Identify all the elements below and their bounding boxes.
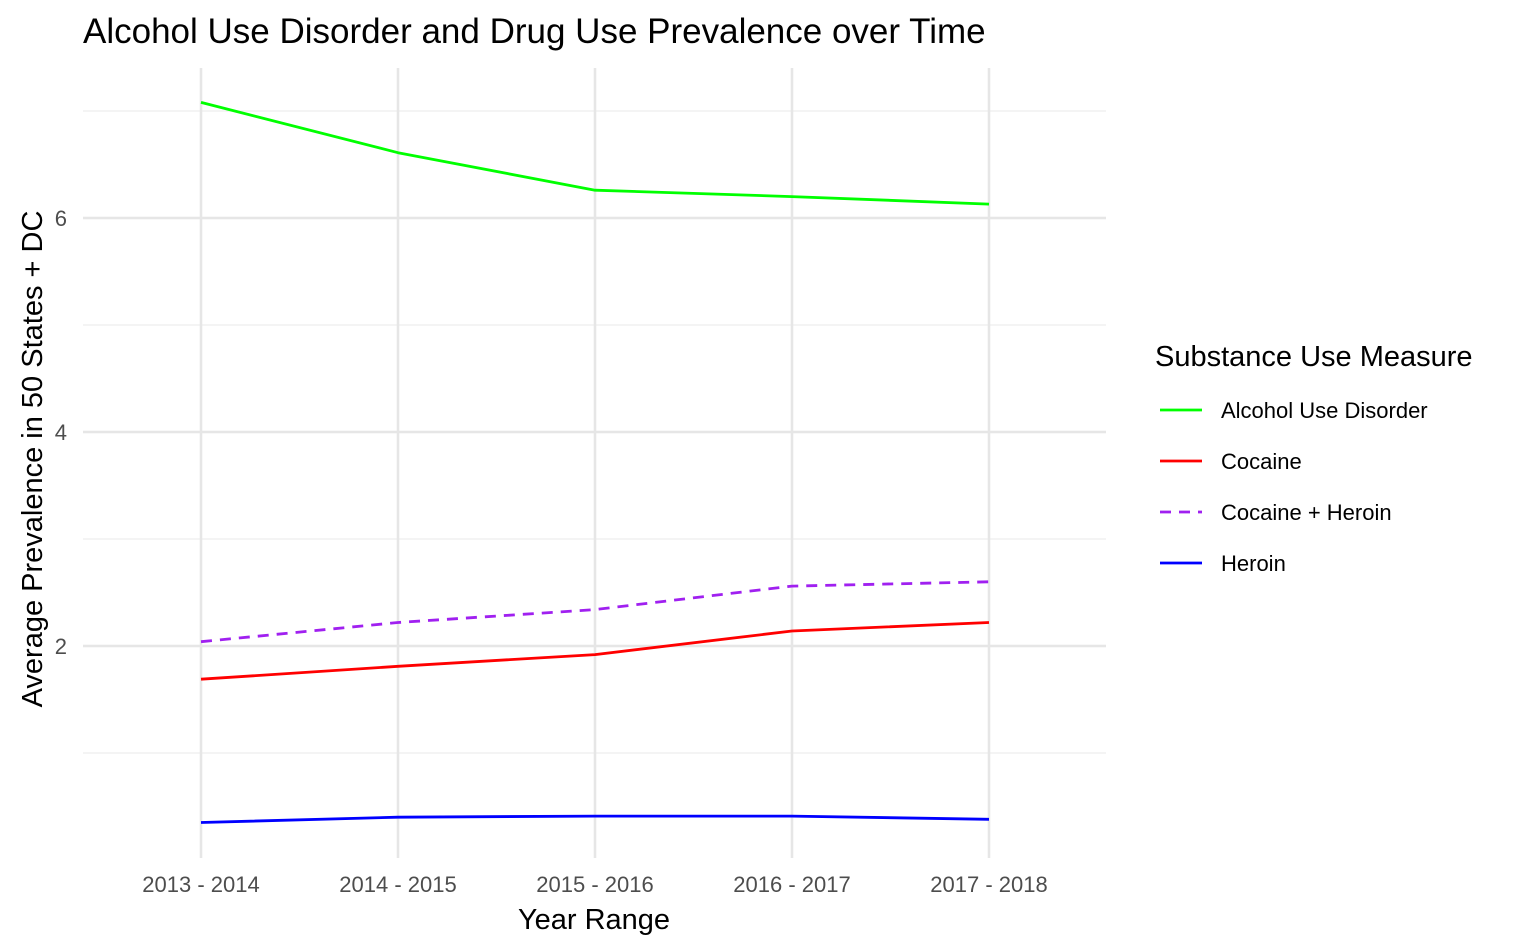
x-tick-label: 2017 - 2018 — [930, 872, 1047, 897]
y-axis-title: Average Prevalence in 50 States + DC — [17, 211, 49, 708]
x-axis-ticks: 2013 - 2014 2014 - 2015 2015 - 2016 2016 - … — [142, 872, 1047, 897]
y-axis-ticks: 2 4 6 — [55, 206, 67, 659]
y-tick-label: 6 — [55, 206, 67, 231]
series-lines — [200, 101, 990, 824]
legend-title: Substance Use Measure — [1155, 341, 1473, 373]
series-line-heroin — [200, 814, 990, 824]
x-tick-label: 2016 - 2017 — [733, 872, 850, 897]
series-line-alcohol-use-disorder — [200, 101, 990, 206]
x-tick-label: 2015 - 2016 — [536, 872, 653, 897]
x-axis-title: Year Range — [518, 904, 670, 936]
x-tick-label: 2014 - 2015 — [339, 872, 456, 897]
legend-label: Cocaine — [1221, 449, 1302, 474]
grid — [83, 68, 1106, 858]
y-tick-label: 2 — [55, 634, 67, 659]
y-tick-label: 4 — [55, 420, 67, 445]
legend-label: Alcohol Use Disorder — [1221, 398, 1428, 423]
legend-label: Cocaine + Heroin — [1221, 500, 1392, 525]
series-line-cocaine — [200, 621, 990, 681]
x-tick-label: 2013 - 2014 — [142, 872, 259, 897]
chart-title: Alcohol Use Disorder and Drug Use Preval… — [83, 12, 986, 51]
legend-label: Heroin — [1221, 551, 1286, 576]
legend: Substance Use Measure Alcohol Use Disord… — [1155, 341, 1473, 576]
